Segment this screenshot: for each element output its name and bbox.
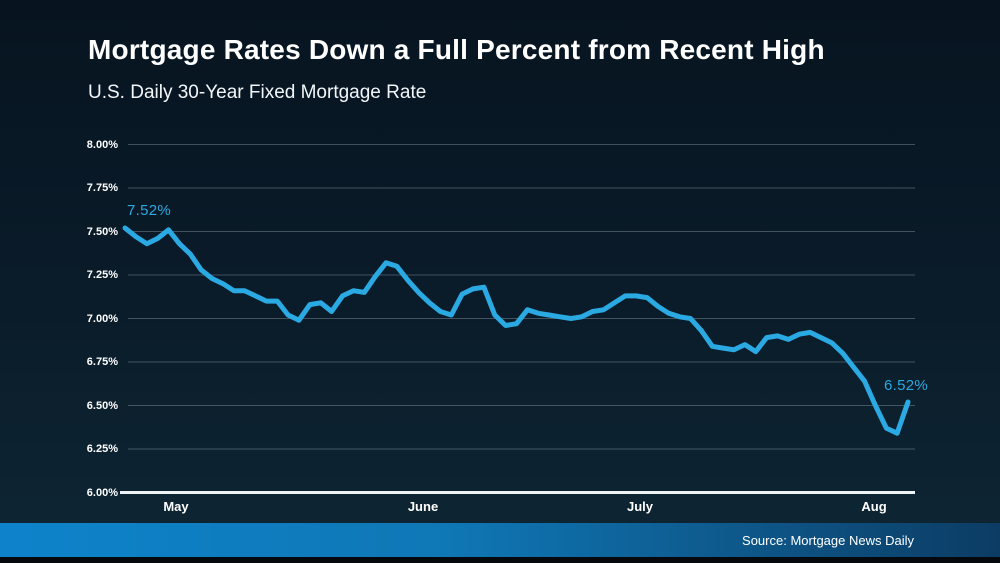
chart-header: Mortgage Rates Down a Full Percent from … bbox=[88, 34, 825, 104]
chart-subtitle: U.S. Daily 30-Year Fixed Mortgage Rate bbox=[88, 82, 427, 103]
y-tick-label: 6.25% bbox=[86, 443, 118, 455]
y-tick-label: 7.00% bbox=[86, 312, 118, 325]
x-tick-label-aug: Aug bbox=[861, 499, 887, 514]
page-title: Mortgage Rates Down a Full Percent from … bbox=[88, 34, 825, 65]
source-attribution: Source: Mortgage News Daily bbox=[742, 532, 914, 548]
x-tick-label-june: June bbox=[407, 499, 439, 514]
y-tick-label: 8.00% bbox=[86, 138, 118, 151]
y-tick-label: 6.50% bbox=[86, 399, 118, 412]
end-rate-annotation: 6.52% bbox=[884, 377, 929, 394]
bottom-black-strip bbox=[0, 557, 1000, 563]
rate-line-series bbox=[122, 225, 911, 436]
y-tick-label: 7.50% bbox=[86, 225, 118, 238]
y-tick-label: 7.75% bbox=[86, 182, 118, 194]
start-rate-annotation: 7.52% bbox=[127, 202, 172, 219]
x-tick-label-july: July bbox=[626, 499, 653, 514]
y-tick-label: 7.25% bbox=[86, 269, 118, 281]
y-tick-label: 6.00% bbox=[86, 486, 118, 499]
y-tick-label: 6.75% bbox=[86, 356, 118, 368]
x-tick-label-may: May bbox=[163, 499, 189, 514]
footer-brand-bar: Source: Mortgage News Daily bbox=[0, 523, 1000, 557]
